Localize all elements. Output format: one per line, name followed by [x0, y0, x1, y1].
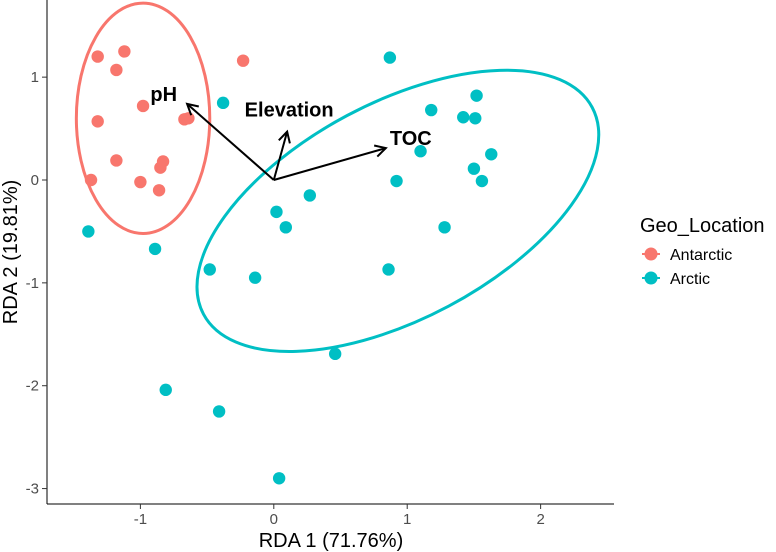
arrowhead-elevation	[278, 129, 291, 144]
x-tick-label: 2	[536, 511, 544, 528]
point-arctic	[485, 148, 498, 161]
point-arctic	[248, 271, 262, 284]
legend-title: Geo_Location	[640, 215, 765, 237]
y-axis-title: RDA 2 (19.81%)	[0, 180, 22, 325]
point-arctic	[475, 174, 489, 188]
arrow-label-ph: pH	[150, 84, 177, 106]
point-arctic	[272, 472, 286, 485]
arrowhead-ph	[185, 102, 200, 116]
x-tick-label: 1	[403, 511, 411, 528]
legend-key-dot-antarctic	[644, 247, 658, 261]
legend-key-dot-arctic	[644, 271, 658, 285]
point-arctic	[203, 263, 216, 276]
point-arctic	[328, 347, 342, 361]
x-tick-label: -1	[134, 511, 147, 528]
legend-label-antarctic: Antarctic	[670, 247, 732, 264]
point-antarctic	[182, 112, 195, 125]
point-antarctic	[152, 184, 166, 197]
arrow-toc	[273, 147, 387, 181]
arrow-label-elevation: Elevation	[245, 100, 334, 122]
point-antarctic	[236, 54, 250, 67]
environment-arrows: pH Elevation TOC	[150, 84, 432, 181]
point-arctic	[216, 96, 230, 110]
point-arctic	[212, 405, 226, 418]
x-tick-label: 0	[270, 511, 278, 528]
y-axis-ticks: -3 -2 -1 0 1	[26, 69, 47, 498]
point-antarctic	[136, 99, 150, 113]
ellipse-arctic	[195, 68, 601, 353]
point-arctic	[457, 111, 470, 124]
point-antarctic	[154, 161, 167, 174]
point-antarctic	[110, 154, 123, 167]
point-antarctic	[110, 63, 123, 77]
point-arctic	[470, 89, 483, 102]
point-arctic	[303, 189, 317, 202]
point-arctic	[382, 263, 395, 276]
arrow-ph	[186, 103, 275, 181]
y-tick-label: 1	[31, 69, 39, 86]
arrow-elevation	[272, 131, 289, 181]
y-tick-label: -2	[26, 378, 39, 395]
y-tick-label: 0	[31, 172, 39, 189]
point-arctic	[279, 221, 293, 234]
legend: Geo_Location Antarctic Arctic	[640, 215, 765, 288]
point-arctic	[82, 225, 95, 238]
point-antarctic	[91, 50, 104, 63]
point-antarctic	[91, 115, 104, 128]
point-arctic	[390, 174, 403, 188]
x-axis-ticks: -1 0 1 2	[134, 504, 545, 528]
legend-label-arctic: Arctic	[670, 271, 710, 288]
point-arctic	[469, 112, 482, 125]
confidence-ellipses	[74, 1, 601, 353]
point-antarctic	[84, 173, 98, 187]
point-antarctic	[118, 45, 131, 58]
point-arctic	[467, 162, 481, 175]
y-tick-label: -1	[26, 275, 39, 292]
point-arctic	[270, 205, 283, 219]
point-arctic	[159, 383, 172, 397]
point-arctic	[383, 51, 397, 64]
point-arctic	[148, 242, 162, 256]
ellipse-antarctic	[74, 1, 212, 235]
sample-points	[82, 45, 498, 485]
arrowhead-toc	[373, 144, 388, 158]
point-arctic	[438, 221, 451, 234]
point-arctic	[425, 103, 438, 117]
arrow-label-toc: TOC	[390, 128, 432, 150]
x-axis-title: RDA 1 (71.76%)	[259, 530, 404, 552]
y-tick-label: -3	[26, 481, 39, 498]
point-antarctic	[134, 175, 147, 189]
point-arctic	[414, 145, 427, 158]
